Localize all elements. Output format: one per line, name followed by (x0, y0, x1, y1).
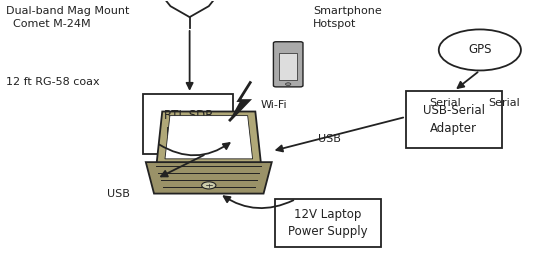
Polygon shape (146, 162, 272, 194)
Circle shape (439, 29, 521, 70)
Circle shape (285, 83, 291, 86)
Text: USB: USB (318, 134, 341, 144)
FancyBboxPatch shape (279, 53, 297, 80)
Text: Serial: Serial (429, 98, 461, 108)
Polygon shape (157, 111, 261, 162)
Text: USB-Serial
Adapter: USB-Serial Adapter (423, 104, 485, 135)
Text: Smartphone
Hotspot: Smartphone Hotspot (313, 6, 382, 29)
Text: Wi-Fi: Wi-Fi (261, 100, 288, 110)
Text: 12 ft RG-58 coax: 12 ft RG-58 coax (6, 77, 100, 87)
Text: Serial: Serial (488, 98, 520, 108)
Text: USB: USB (107, 189, 130, 199)
Bar (274, 199, 382, 247)
Text: GPS: GPS (468, 43, 491, 56)
Polygon shape (165, 116, 253, 159)
Text: RTL SDR
Blog v3: RTL SDR Blog v3 (164, 109, 213, 139)
Text: 12V Laptop
Power Supply: 12V Laptop Power Supply (288, 208, 368, 238)
Text: Dual-band Mag Mount
  Comet M-24M: Dual-band Mag Mount Comet M-24M (6, 6, 130, 29)
Polygon shape (229, 81, 251, 121)
Bar (143, 94, 233, 154)
Bar (406, 91, 502, 148)
FancyBboxPatch shape (273, 42, 303, 87)
Circle shape (201, 182, 216, 189)
